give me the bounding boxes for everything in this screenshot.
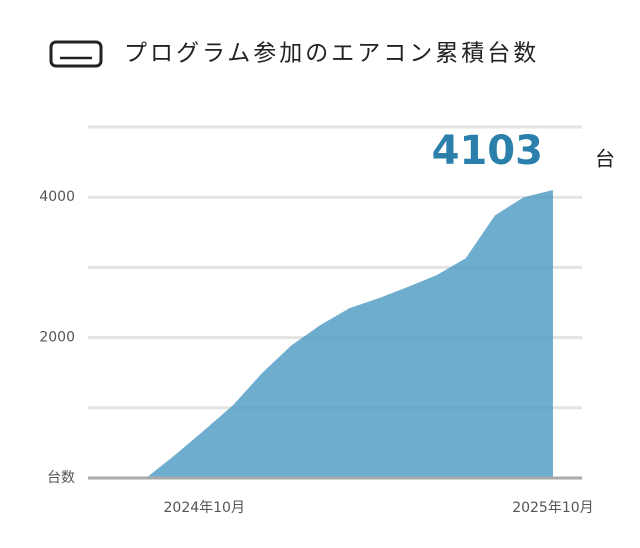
highlight-value: 4103 — [432, 128, 543, 174]
x-tick-label: 2024年10月 — [164, 500, 245, 516]
y-tick-label: 4000 — [39, 189, 75, 205]
y-tick-label: 2000 — [39, 330, 75, 346]
area — [146, 189, 553, 478]
x-tick-label: 2025年10月 — [512, 500, 593, 516]
chart-title: プログラム参加のエアコン累積台数 — [124, 41, 539, 67]
highlight-unit: 台 — [595, 147, 615, 171]
title-icon — [49, 40, 103, 68]
y-axis-label: 台数 — [47, 470, 75, 486]
